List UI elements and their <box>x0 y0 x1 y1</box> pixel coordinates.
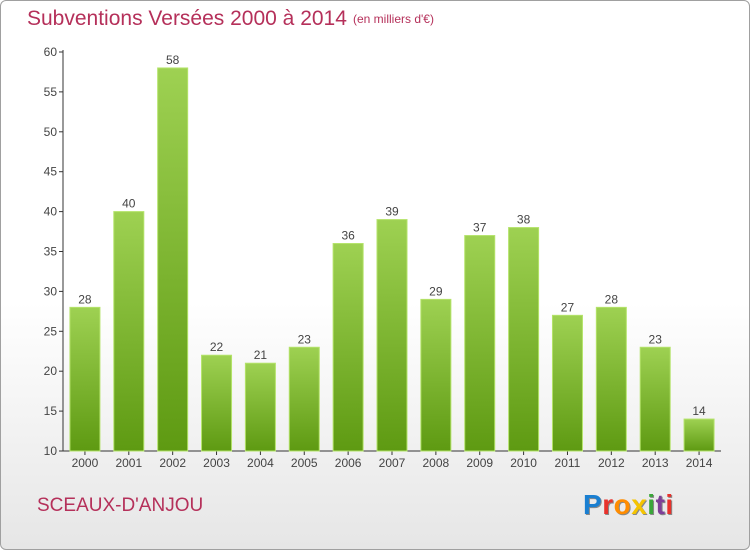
y-tick-label: 60 <box>44 45 58 59</box>
y-tick-label: 40 <box>44 205 58 219</box>
bar-2011 <box>551 314 583 452</box>
data-label: 14 <box>692 404 706 418</box>
x-tick-label: 2007 <box>379 456 406 470</box>
data-label: 40 <box>122 197 136 211</box>
y-axis: 10 15 20 25 30 35 40 45 50 55 60 <box>44 45 64 458</box>
x-tick-label: 2002 <box>159 456 186 470</box>
data-label: 39 <box>385 205 399 219</box>
y-tick-label: 45 <box>44 165 58 179</box>
y-tick-label: 55 <box>44 85 58 99</box>
bar-2014 <box>683 418 715 452</box>
x-tick-label: 2000 <box>72 456 99 470</box>
y-tick-label: 10 <box>44 444 58 458</box>
x-tick-label: 2014 <box>686 456 713 470</box>
x-tick-label: 2003 <box>203 456 230 470</box>
data-label: 27 <box>561 300 575 314</box>
logo-letter: i <box>665 489 674 520</box>
bar-2004 <box>244 362 276 452</box>
chart-subtitle: (en milliers d'€) <box>353 12 434 26</box>
logo-letter: P <box>583 489 603 520</box>
bar-2005 <box>288 346 320 452</box>
bar-2012 <box>595 306 627 452</box>
commune-name: SCEAUX-D'ANJOU <box>37 495 204 516</box>
y-tick-label: 35 <box>44 245 58 259</box>
data-label: 23 <box>649 332 663 346</box>
logo-letter: x <box>631 489 648 520</box>
y-tick-label: 50 <box>44 125 58 139</box>
logo-letter: o <box>613 489 632 520</box>
x-tick-label: 2001 <box>115 456 142 470</box>
bar-2002 <box>157 67 189 452</box>
logo-letter: i <box>647 489 656 520</box>
x-tick-label: 2013 <box>642 456 669 470</box>
x-tick-label: 2012 <box>598 456 625 470</box>
data-label: 23 <box>298 332 312 346</box>
proxiti-logo[interactable]: Proxiti <box>583 489 674 521</box>
bar-2009 <box>464 235 496 452</box>
x-tick-label: 2010 <box>510 456 537 470</box>
x-tick-label: 2004 <box>247 456 274 470</box>
bar-2010 <box>508 227 540 452</box>
bars <box>69 67 715 452</box>
y-tick-label: 20 <box>44 364 58 378</box>
chart-title: Subventions Versées 2000 à 2014 <box>27 7 347 30</box>
data-label: 38 <box>517 213 531 227</box>
y-tick-label: 25 <box>44 324 58 338</box>
bar-2003 <box>201 354 233 452</box>
x-tick-label: 2006 <box>335 456 362 470</box>
bar-2007 <box>376 219 408 452</box>
bar-2006 <box>332 243 364 452</box>
y-tick-label: 15 <box>44 404 58 418</box>
x-tick-label: 2009 <box>466 456 493 470</box>
bar-2000 <box>69 306 101 452</box>
bar-2001 <box>113 211 145 452</box>
data-label: 37 <box>473 221 487 235</box>
data-label: 22 <box>210 340 224 354</box>
x-tick-label: 2005 <box>291 456 318 470</box>
logo-letter: r <box>602 489 614 520</box>
bar-2013 <box>639 346 671 452</box>
y-tick-label: 30 <box>44 284 58 298</box>
x-tick-label: 2011 <box>555 456 581 470</box>
data-label: 28 <box>605 292 619 306</box>
data-label: 58 <box>166 53 180 67</box>
x-axis: 2000 2001 2002 2003 2004 2005 2006 2007 2008 2009… <box>63 450 721 470</box>
data-label: 28 <box>78 292 92 306</box>
data-label: 29 <box>429 284 443 298</box>
data-label: 36 <box>341 229 355 243</box>
logo-letter: t <box>655 489 666 520</box>
data-label: 21 <box>254 348 268 362</box>
bar-2008 <box>420 298 452 452</box>
x-tick-label: 2008 <box>423 456 450 470</box>
data-labels: 28 40 58 22 21 23 36 39 29 37 38 27 28 23 14 <box>78 53 706 418</box>
